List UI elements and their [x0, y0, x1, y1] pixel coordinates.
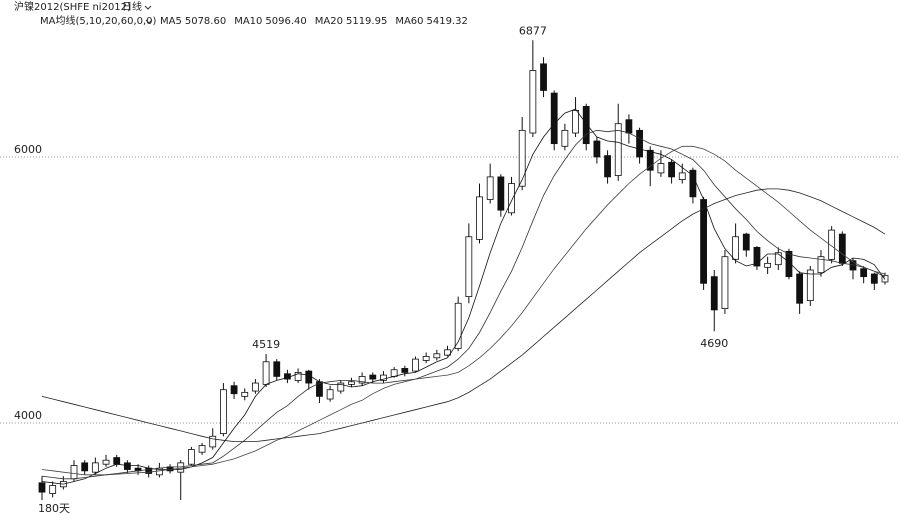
candle-body	[753, 246, 761, 267]
candle-body	[476, 196, 483, 240]
candle-body	[689, 169, 697, 198]
candle-body	[49, 485, 57, 494]
candle-body	[828, 229, 836, 260]
y-tick-label: 6000	[14, 143, 42, 156]
candle-body	[860, 268, 868, 278]
candle-body	[326, 389, 334, 400]
candle-body	[390, 369, 398, 377]
dropdown-icon[interactable]	[145, 19, 153, 24]
candle-body	[369, 374, 377, 380]
candle-body	[497, 176, 505, 211]
candle-body	[625, 119, 633, 134]
chart-title: 沪镍2012(SHFE ni2012)	[14, 0, 131, 13]
legend-value: 5419.32	[427, 16, 468, 27]
candle-body	[433, 353, 441, 359]
legend-name: MA5	[160, 16, 182, 27]
candle-body	[700, 199, 707, 284]
candle-body	[209, 435, 217, 448]
legend-name: MA20	[315, 16, 343, 27]
candle-body	[540, 63, 547, 91]
candle-body	[561, 129, 569, 147]
candle-body	[870, 273, 878, 284]
candle-body	[38, 482, 46, 493]
candle-body	[102, 459, 110, 465]
candle-body	[294, 372, 302, 381]
candle-body	[593, 140, 601, 158]
y-tick-label: 4000	[14, 409, 42, 422]
legend-name: MA60	[395, 16, 423, 27]
candle-body	[838, 233, 846, 264]
candle-body	[636, 129, 643, 158]
candle-body	[230, 385, 238, 395]
ma-line	[41, 188, 886, 443]
legend-value: 5096.40	[265, 16, 306, 27]
candle-body	[668, 161, 675, 178]
candle-body	[582, 106, 590, 145]
candle-body	[81, 462, 89, 472]
candle-body	[273, 361, 281, 377]
candle-body	[604, 155, 611, 178]
candle-body	[241, 391, 249, 397]
annotation: 4519	[252, 338, 280, 351]
candle-body	[348, 381, 355, 385]
dropdown-icon[interactable]	[144, 5, 152, 10]
candle-body	[70, 465, 78, 480]
candle-body	[646, 149, 654, 171]
candle-body	[123, 462, 131, 470]
indicator[interactable]: MA均线(5,10,20,60,0,0)	[40, 14, 157, 27]
candle-body	[198, 445, 206, 453]
period[interactable]: 日线	[122, 0, 142, 13]
candle-body	[401, 368, 409, 373]
legend-value: 5119.95	[346, 16, 387, 27]
candle-body	[337, 382, 345, 392]
legend-value: 5078.60	[185, 16, 226, 27]
ma-line	[41, 145, 886, 476]
candle-body	[657, 163, 665, 174]
candle-body	[262, 361, 270, 385]
legend-name: MA10	[234, 16, 262, 27]
candle-body	[380, 374, 387, 381]
candle-body	[454, 302, 462, 349]
candle-body	[796, 273, 804, 304]
candle-body	[412, 358, 419, 372]
candle-body	[91, 462, 99, 473]
candle-body	[678, 172, 686, 180]
candle-body	[764, 262, 772, 268]
candle-body	[305, 370, 313, 384]
candle-body	[422, 356, 430, 361]
candle-body	[177, 462, 185, 473]
candle-body	[187, 449, 195, 465]
candle-body	[518, 129, 526, 187]
candle-body	[572, 109, 579, 134]
candle-body	[358, 376, 366, 384]
candle-body	[252, 382, 259, 392]
candle-body	[710, 276, 718, 311]
annotation: 4690	[700, 337, 728, 350]
candle-body	[881, 274, 889, 283]
candle-body	[444, 349, 451, 356]
candle-body	[486, 176, 494, 200]
candle-body	[465, 236, 473, 298]
candle-body	[721, 256, 729, 309]
ma-line	[41, 129, 886, 480]
footer-label: 180天	[38, 502, 70, 515]
candle-body	[742, 233, 750, 251]
candle-body	[550, 92, 558, 145]
candle-body	[806, 269, 814, 301]
ma-line	[41, 108, 886, 485]
annotation: 6877	[519, 24, 547, 37]
candle-body	[529, 70, 537, 134]
candle-body	[508, 183, 515, 214]
candle-body	[817, 256, 825, 274]
candle-body	[785, 250, 793, 278]
candle-body	[614, 123, 622, 176]
candle-body	[732, 236, 740, 260]
candle-body	[220, 389, 227, 435]
candle-body	[113, 457, 121, 465]
candle-body	[774, 252, 782, 266]
